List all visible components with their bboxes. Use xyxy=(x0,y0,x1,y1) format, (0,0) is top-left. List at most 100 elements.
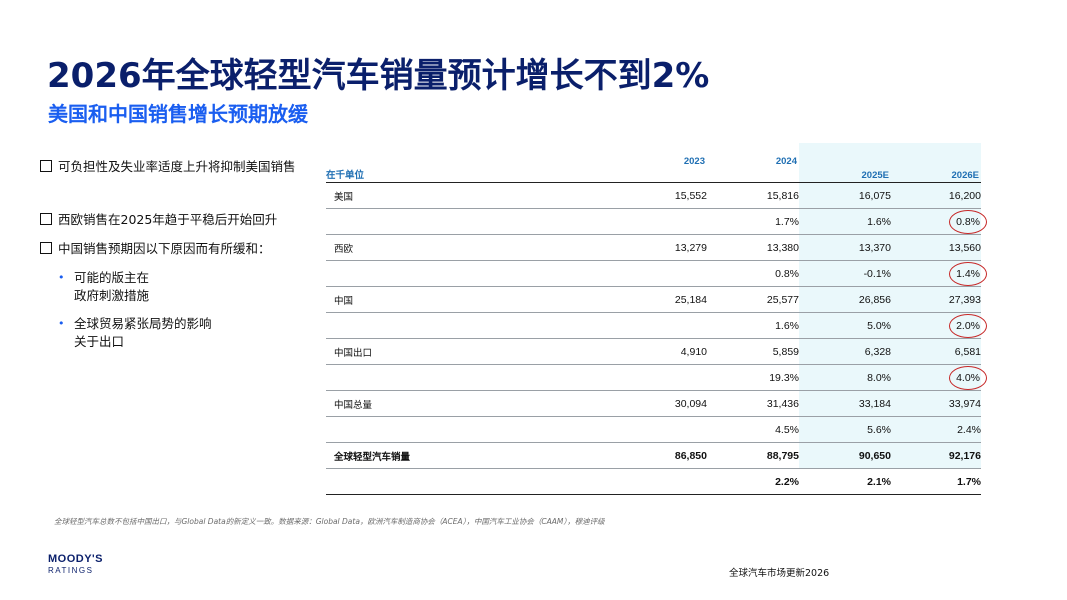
table-cell xyxy=(526,260,707,287)
table-cell: 27,393 xyxy=(891,286,981,313)
footer-title: 全球汽车市场更新2026 xyxy=(729,568,830,579)
sub-bullet-list: • 可能的版主在 政府刺激措施 • 全球贸易紧张局势的影响 关于出口 xyxy=(40,269,302,351)
table-row: 0.8% -0.1% 1.4% xyxy=(326,260,987,287)
table-cell: 1.7% xyxy=(891,468,981,495)
key-points: 可负担性及失业率适度上升将抑制美国销售 西欧销售在2025年趋于平稳后开始回升 … xyxy=(40,158,302,361)
row-label: 美国 xyxy=(326,182,526,209)
bullet-text: 西欧销售在2025年趋于平稳后开始回升 xyxy=(58,212,278,227)
table-cell: 16,075 xyxy=(799,182,891,209)
table-cell: 25,184 xyxy=(526,286,707,313)
page-subtitle: 美国和中国销售增长预期放缓 xyxy=(48,102,308,126)
row-label xyxy=(326,364,526,391)
row-label xyxy=(326,468,526,495)
bullet-item: 西欧销售在2025年趋于平稳后开始回升 xyxy=(40,211,302,228)
table-cell: -0.1% xyxy=(799,260,891,287)
table-row: 中国出口 4,910 5,859 6,328 6,581 xyxy=(326,338,981,365)
highlight-circle: 1.4% xyxy=(949,261,987,286)
sub-bullet-line: 关于出口 xyxy=(74,334,125,349)
sub-bullet-item: • 可能的版主在 政府刺激措施 xyxy=(58,269,302,305)
table-row: 西欧 13,279 13,380 13,370 13,560 xyxy=(326,234,981,261)
logo-brand: MOODY'S xyxy=(48,553,104,565)
unit-header: 在千单位 xyxy=(326,143,526,183)
table-cell: 2.4% xyxy=(891,416,981,443)
table-cell: 88,795 xyxy=(707,442,799,469)
row-label: 中国总量 xyxy=(326,390,526,417)
table-cell: 6,328 xyxy=(799,338,891,365)
table-cell: 13,279 xyxy=(526,234,707,261)
table-cell: 31,436 xyxy=(707,390,799,417)
table-cell: 2.0% xyxy=(891,312,987,339)
table-cell: 33,184 xyxy=(799,390,891,417)
bullet-text: 中国销售预期因以下原因而有所缓和： xyxy=(58,241,271,256)
table-cell: 13,380 xyxy=(707,234,799,261)
sub-bullet-line: 全球贸易紧张局势的影响 xyxy=(74,316,212,331)
column-header: 2025E xyxy=(799,143,891,183)
table-cell: 25,577 xyxy=(707,286,799,313)
table-cell: 26,856 xyxy=(799,286,891,313)
sub-bullet-line: 政府刺激措施 xyxy=(74,288,150,303)
table-header-row: 在千单位 2023 2024 2025E 2026E xyxy=(326,143,981,183)
sales-table-container: 在千单位 2023 2024 2025E 2026E 美国 15,552 15,81… xyxy=(326,143,987,495)
table-cell: 4.0% xyxy=(891,364,987,391)
row-label: 西欧 xyxy=(326,234,526,261)
table-row: 中国 25,184 25,577 26,856 27,393 xyxy=(326,286,981,313)
table-cell: 30,094 xyxy=(526,390,707,417)
highlight-circle: 0.8% xyxy=(949,209,987,234)
checkbox-icon xyxy=(40,213,52,225)
table-cell: 8.0% xyxy=(799,364,891,391)
sales-table: 在千单位 2023 2024 2025E 2026E 美国 15,552 15,81… xyxy=(326,143,987,495)
table-cell: 4,910 xyxy=(526,338,707,365)
table-cell: 6,581 xyxy=(891,338,981,365)
table-cell: 86,850 xyxy=(526,442,707,469)
checkbox-icon xyxy=(40,160,52,172)
logo-sub: RATINGS xyxy=(48,566,94,575)
checkbox-icon xyxy=(40,242,52,254)
table-cell: 92,176 xyxy=(891,442,981,469)
table-cell xyxy=(526,416,707,443)
table-cell: 15,552 xyxy=(526,182,707,209)
column-header: 2024 xyxy=(707,143,799,183)
table-cell: 1.6% xyxy=(799,208,891,235)
bullet-item: 中国销售预期因以下原因而有所缓和： xyxy=(40,240,302,257)
bullet-dot-icon: • xyxy=(58,317,65,330)
row-label xyxy=(326,416,526,443)
sub-bullet-line: 可能的版主在 xyxy=(74,270,150,285)
table-cell: 19.3% xyxy=(707,364,799,391)
table-cell: 1.6% xyxy=(707,312,799,339)
table-row: 全球轻型汽车销量 86,850 88,795 90,650 92,176 xyxy=(326,442,981,469)
table-row: 中国总量 30,094 31,436 33,184 33,974 xyxy=(326,390,981,417)
table-cell: 0.8% xyxy=(707,260,799,287)
table-row: 美国 15,552 15,816 16,075 16,200 xyxy=(326,182,981,209)
table-cell xyxy=(526,208,707,235)
table-cell xyxy=(526,312,707,339)
table-cell xyxy=(526,364,707,391)
source-footnote: 全球轻型汽车总数不包括中国出口，与Global Data的新定义一致。数据来源：… xyxy=(54,517,605,526)
row-label xyxy=(326,312,526,339)
bullet-dot-icon: • xyxy=(58,271,65,284)
column-header: 2026E xyxy=(891,143,981,183)
sub-bullet-item: • 全球贸易紧张局势的影响 关于出口 xyxy=(58,315,302,351)
table-cell: 1.7% xyxy=(707,208,799,235)
table-cell: 5,859 xyxy=(707,338,799,365)
table-cell xyxy=(526,468,707,495)
table-row: 2.2% 2.1% 1.7% xyxy=(326,468,981,495)
column-header: 2023 xyxy=(526,143,707,183)
table-cell: 2.1% xyxy=(799,468,891,495)
highlight-circle: 4.0% xyxy=(949,365,987,390)
moodys-logo: MOODY'S RATINGS xyxy=(48,553,103,575)
table-cell: 16,200 xyxy=(891,182,981,209)
table-cell: 4.5% xyxy=(707,416,799,443)
table-cell: 13,370 xyxy=(799,234,891,261)
table-row: 1.7% 1.6% 0.8% xyxy=(326,208,987,235)
table-cell: 1.4% xyxy=(891,260,987,287)
bullet-text: 可负担性及失业率适度上升将抑制美国销售 xyxy=(58,159,296,174)
table-row: 1.6% 5.0% 2.0% xyxy=(326,312,987,339)
table-cell: 33,974 xyxy=(891,390,981,417)
table-cell: 5.0% xyxy=(799,312,891,339)
row-label: 全球轻型汽车销量 xyxy=(326,442,526,469)
table-cell: 13,560 xyxy=(891,234,981,261)
table-row: 19.3% 8.0% 4.0% xyxy=(326,364,987,391)
table-cell: 0.8% xyxy=(891,208,987,235)
row-label: 中国出口 xyxy=(326,338,526,365)
bullet-item: 可负担性及失业率适度上升将抑制美国销售 xyxy=(40,158,302,175)
